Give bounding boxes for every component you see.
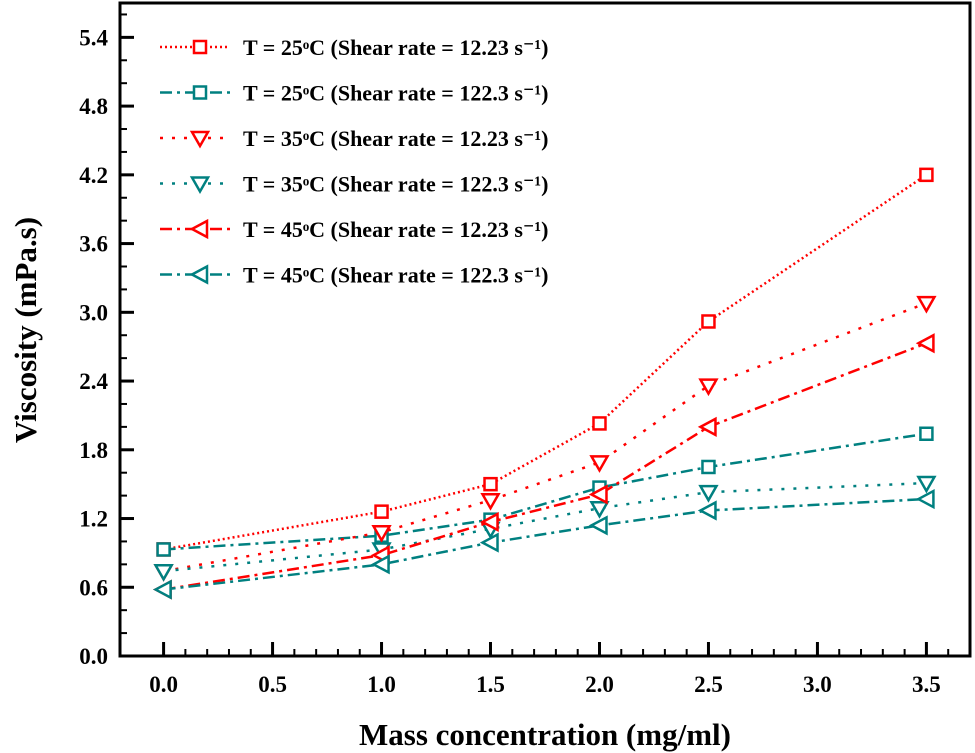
series-5 — [152, 333, 935, 600]
y-tick-label: 4.8 — [79, 94, 108, 119]
legend-marker-triangle-down — [189, 176, 211, 195]
data-point-triangle-left — [588, 484, 608, 505]
series-line — [163, 497, 927, 591]
legend-item: T = 25ᵒC (Shear rate = 122.3 s⁻¹) — [160, 81, 548, 106]
legend-item: T = 45ᵒC (Shear rate = 12.23 s⁻¹) — [160, 217, 548, 242]
data-point-triangle-down — [480, 492, 501, 511]
data-point-square — [701, 314, 716, 329]
data-point-square — [919, 167, 934, 183]
y-axis-title: Viscosity (mPa.s) — [8, 217, 43, 443]
data-point-square — [592, 416, 607, 431]
series-3 — [153, 295, 937, 582]
legend-label: T = 45ᵒC (Shear rate = 122.3 s⁻¹) — [243, 263, 548, 288]
data-point-triangle-down — [371, 525, 392, 543]
data-point-triangle-down — [916, 295, 937, 314]
legend-marker-triangle-left — [189, 264, 209, 285]
x-tick-label: 3.5 — [912, 672, 941, 697]
data-point-triangle-down — [916, 475, 937, 494]
x-axis-title: Mass concentration (mg/ml) — [359, 717, 731, 752]
y-tick-label: 0.0 — [79, 644, 108, 669]
legend-label: T = 35ᵒC (Shear rate = 122.3 s⁻¹) — [243, 172, 548, 197]
data-point-triangle-left — [479, 511, 499, 533]
series-4 — [153, 475, 937, 582]
legend-label: T = 45ᵒC (Shear rate = 12.23 s⁻¹) — [243, 217, 548, 242]
data-point-triangle-left — [479, 532, 499, 553]
data-point-square — [374, 504, 389, 519]
data-point-triangle-left — [915, 333, 935, 354]
data-point-triangle-down — [589, 500, 610, 519]
y-tick-label: 3.6 — [79, 232, 108, 257]
data-point-triangle-left — [697, 500, 717, 521]
data-point-triangle-left — [370, 554, 390, 575]
data-point-triangle-down — [698, 378, 719, 397]
legend-marker-triangle-down — [189, 130, 211, 149]
series-line — [163, 173, 928, 551]
y-tick-label: 3.0 — [79, 300, 108, 325]
legend-item: T = 25ᵒC (Shear rate = 12.23 s⁻¹) — [160, 35, 548, 60]
x-tick-label: 2.0 — [585, 672, 614, 697]
data-point-triangle-down — [698, 484, 719, 503]
y-tick-label: 4.2 — [79, 163, 108, 188]
legend-marker-triangle-left — [189, 218, 209, 240]
series-6 — [152, 488, 935, 600]
series-2 — [156, 426, 934, 557]
data-point-triangle-left — [915, 488, 935, 510]
x-tick-label: 1.0 — [367, 672, 396, 697]
legend-item: T = 35ᵒC (Shear rate = 122.3 s⁻¹) — [160, 172, 548, 197]
x-tick-label: 3.0 — [803, 672, 832, 697]
series-line — [163, 432, 927, 551]
data-point-square — [156, 542, 171, 557]
legend-label: T = 25ᵒC (Shear rate = 122.3 s⁻¹) — [243, 81, 548, 106]
legend-marker-square — [192, 39, 208, 55]
series-line — [163, 342, 927, 591]
axis-ticks: 0.0 0.5 1.0 1.5 2.0 2.5 3.0 3.5 0.0 0.6 1.2 1.8 2.4 3… — [79, 13, 971, 697]
data-point-square — [919, 426, 934, 442]
data-point-triangle-left — [697, 416, 717, 437]
series-line — [163, 481, 927, 573]
x-tick-label: 2.5 — [694, 672, 723, 697]
legend-label: T = 35ᵒC (Shear rate = 12.23 s⁻¹) — [243, 126, 548, 151]
y-tick-label: 2.4 — [79, 369, 108, 394]
data-point-triangle-left — [588, 515, 608, 536]
data-point-square — [483, 476, 498, 492]
x-tick-label: 0.5 — [258, 672, 287, 697]
data-point-triangle-down — [589, 455, 610, 473]
y-tick-label: 0.6 — [79, 575, 108, 600]
legend-item: T = 35ᵒC (Shear rate = 12.23 s⁻¹) — [160, 126, 548, 151]
y-tick-label: 1.2 — [79, 507, 108, 532]
series-group — [152, 167, 937, 600]
y-tick-label: 1.8 — [79, 438, 108, 463]
x-tick-label: 1.5 — [476, 672, 505, 697]
legend-label: T = 25ᵒC (Shear rate = 12.23 s⁻¹) — [243, 35, 548, 60]
legend-item: T = 45ᵒC (Shear rate = 122.3 s⁻¹) — [160, 263, 548, 288]
legend: T = 25ᵒC (Shear rate = 12.23 s⁻¹) T = 25ᵒ… — [160, 35, 548, 288]
legend-marker-square — [192, 85, 208, 100]
data-point-square — [701, 459, 716, 475]
data-point-triangle-down — [153, 563, 174, 582]
plot-frame — [118, 1, 972, 658]
y-tick-label: 5.4 — [79, 25, 108, 50]
x-tick-label: 0.0 — [149, 672, 178, 697]
data-point-triangle-left — [152, 579, 172, 600]
series-line — [163, 301, 927, 573]
